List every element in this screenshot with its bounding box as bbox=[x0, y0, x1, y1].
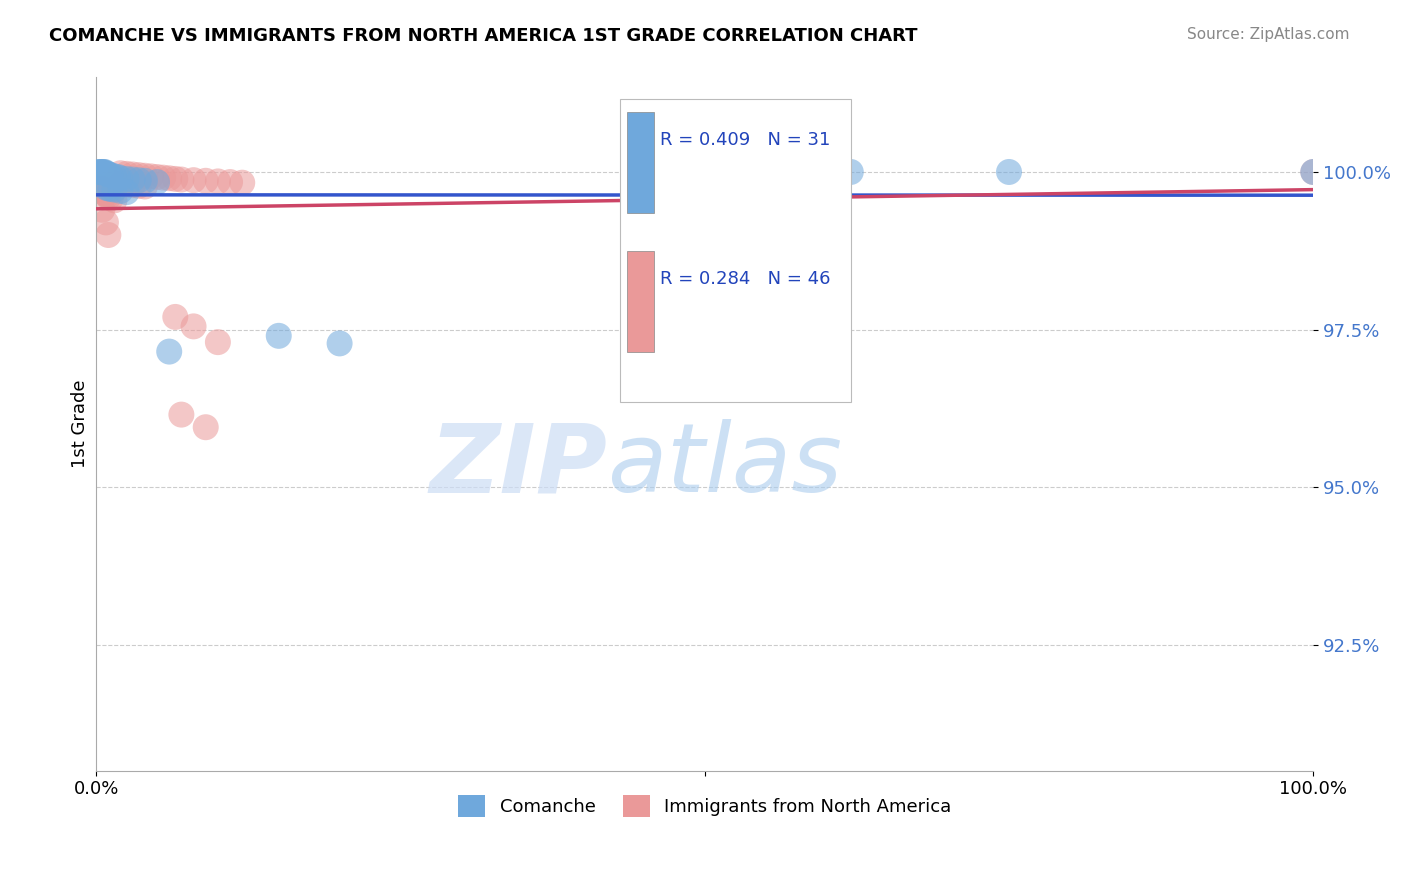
Text: atlas: atlas bbox=[607, 419, 842, 512]
Point bbox=[91, 202, 114, 217]
Point bbox=[207, 174, 229, 188]
Point bbox=[115, 172, 138, 186]
Point bbox=[207, 335, 229, 350]
Point bbox=[103, 177, 125, 191]
Point bbox=[103, 194, 125, 208]
Text: R = 0.409   N = 31: R = 0.409 N = 31 bbox=[659, 131, 830, 149]
Point bbox=[170, 172, 193, 186]
Point bbox=[110, 171, 132, 186]
Point bbox=[94, 166, 117, 180]
Point bbox=[94, 180, 117, 194]
Point bbox=[91, 183, 114, 197]
Point bbox=[94, 215, 117, 229]
Point bbox=[194, 420, 217, 434]
Point bbox=[115, 178, 138, 192]
Y-axis label: 1st Grade: 1st Grade bbox=[72, 380, 89, 468]
Point bbox=[121, 178, 143, 193]
Point bbox=[90, 165, 112, 179]
Point bbox=[93, 165, 115, 179]
Point bbox=[103, 169, 125, 184]
Point bbox=[329, 336, 352, 351]
Point bbox=[165, 310, 187, 324]
Point bbox=[110, 177, 132, 191]
Point bbox=[115, 185, 138, 199]
Point bbox=[115, 167, 138, 181]
Point bbox=[134, 179, 156, 194]
Point bbox=[93, 184, 115, 198]
Point bbox=[121, 172, 143, 186]
Point bbox=[100, 191, 122, 205]
Point bbox=[90, 182, 112, 196]
Point bbox=[1302, 165, 1324, 179]
Point bbox=[110, 184, 132, 198]
Point bbox=[194, 174, 217, 188]
FancyBboxPatch shape bbox=[620, 100, 851, 402]
Point bbox=[96, 167, 118, 181]
Text: COMANCHE VS IMMIGRANTS FROM NORTH AMERICA 1ST GRADE CORRELATION CHART: COMANCHE VS IMMIGRANTS FROM NORTH AMERIC… bbox=[49, 27, 918, 45]
Point bbox=[146, 175, 169, 189]
Point bbox=[128, 178, 150, 193]
Point bbox=[110, 166, 132, 180]
Point bbox=[128, 173, 150, 187]
Point bbox=[134, 169, 156, 183]
Point bbox=[103, 183, 125, 197]
Point bbox=[183, 173, 205, 187]
Text: Source: ZipAtlas.com: Source: ZipAtlas.com bbox=[1187, 27, 1350, 42]
Point bbox=[1302, 165, 1324, 179]
Point bbox=[128, 168, 150, 182]
Point bbox=[121, 168, 143, 182]
FancyBboxPatch shape bbox=[627, 112, 654, 213]
Point bbox=[157, 171, 180, 186]
Point bbox=[170, 408, 193, 422]
Point bbox=[87, 165, 110, 179]
Point bbox=[93, 185, 115, 199]
Point bbox=[998, 165, 1021, 179]
Point bbox=[267, 328, 290, 343]
Point bbox=[100, 182, 122, 196]
Point bbox=[165, 172, 187, 186]
Point bbox=[183, 319, 205, 334]
Point bbox=[755, 165, 778, 179]
Legend: Comanche, Immigrants from North America: Comanche, Immigrants from North America bbox=[451, 788, 959, 824]
Point bbox=[146, 169, 169, 184]
Point bbox=[134, 174, 156, 188]
Point bbox=[97, 190, 120, 204]
Point bbox=[100, 168, 122, 182]
Point bbox=[97, 181, 120, 195]
Point bbox=[89, 180, 111, 194]
Point bbox=[107, 169, 129, 184]
Point bbox=[91, 165, 114, 179]
Point bbox=[87, 180, 110, 194]
Point bbox=[152, 170, 174, 185]
Point bbox=[93, 165, 115, 179]
Text: ZIP: ZIP bbox=[429, 419, 607, 512]
Point bbox=[96, 188, 118, 202]
Point bbox=[97, 168, 120, 182]
Point bbox=[89, 165, 111, 179]
Point bbox=[839, 165, 862, 179]
Point bbox=[219, 175, 242, 189]
Point bbox=[94, 187, 117, 202]
Point bbox=[97, 227, 120, 242]
Text: R = 0.284   N = 46: R = 0.284 N = 46 bbox=[659, 269, 830, 287]
Point bbox=[231, 176, 253, 190]
Point bbox=[157, 344, 180, 359]
FancyBboxPatch shape bbox=[627, 251, 654, 351]
Point bbox=[139, 169, 162, 184]
